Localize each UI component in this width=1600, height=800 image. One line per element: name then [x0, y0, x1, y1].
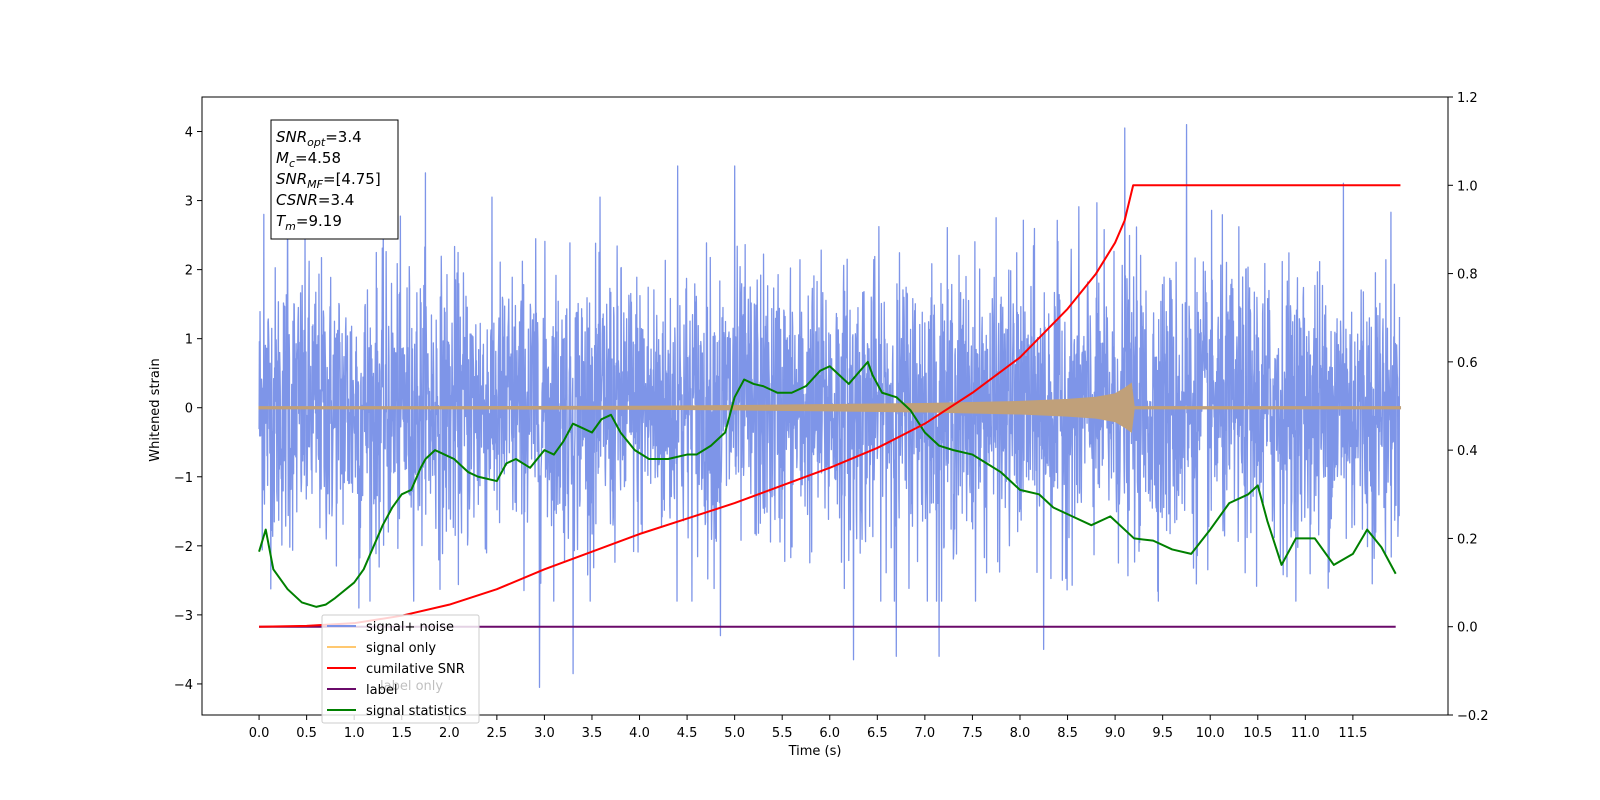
- x-tick-label: 10.0: [1196, 726, 1225, 741]
- info-box-line: SNRMF=[4.75]: [276, 170, 381, 191]
- x-tick-label: 5.0: [724, 726, 745, 741]
- x-tick-label: 2.5: [487, 726, 508, 741]
- x-tick-label: 9.5: [1152, 726, 1173, 741]
- y-tick-label: 1: [185, 333, 193, 348]
- x-tick-label: 4.0: [629, 726, 650, 741]
- x-tick-label: 6.0: [819, 726, 840, 741]
- y2-tick-label: 1.0: [1457, 179, 1478, 194]
- y-tick-label: 4: [185, 126, 193, 141]
- x-tick-label: 1.5: [391, 726, 412, 741]
- legend-entry-label: signal+ noise: [366, 620, 454, 635]
- y2-tick-label: 0.8: [1457, 268, 1478, 283]
- x-tick-label: 7.0: [915, 726, 936, 741]
- y-tick-label: 0: [185, 402, 193, 417]
- x-tick-label: 6.5: [867, 726, 888, 741]
- x-tick-label: 2.0: [439, 726, 460, 741]
- legend-hidden-text: label only: [380, 679, 443, 694]
- legend-entry-label: cumilative SNR: [366, 662, 465, 677]
- x-tick-label: 9.0: [1105, 726, 1126, 741]
- x-tick-label: 8.0: [1010, 726, 1031, 741]
- info-box-line: Tm=9.19: [276, 212, 342, 233]
- series-signal-only-envelope: [258, 382, 1402, 433]
- x-tick-label: 0.0: [249, 726, 270, 741]
- x-tick-label: 8.5: [1057, 726, 1078, 741]
- info-box-line: Mc=4.58: [276, 149, 341, 170]
- y2-tick-label: 0.0: [1457, 621, 1478, 636]
- x-tick-label: 11.0: [1291, 726, 1320, 741]
- y-tick-label: −2: [174, 540, 193, 555]
- legend-entry-label: signal statistics: [366, 704, 467, 719]
- y2-tick-label: 0.6: [1457, 356, 1478, 371]
- x-tick-label: 7.5: [962, 726, 983, 741]
- x-tick-label: 1.0: [344, 726, 365, 741]
- y-tick-label: −4: [174, 678, 193, 693]
- y-tick-label: 2: [185, 264, 193, 279]
- x-tick-label: 5.5: [772, 726, 793, 741]
- plot-frame: [201, 96, 1449, 716]
- y2-tick-label: −0.2: [1457, 709, 1489, 724]
- x-tick-label: 0.5: [296, 726, 317, 741]
- y-tick-label: −3: [174, 609, 193, 624]
- x-tick-label: 3.0: [534, 726, 555, 741]
- y2-tick-label: 0.2: [1457, 532, 1478, 547]
- y2-tick-label: 1.2: [1457, 91, 1478, 106]
- y2-tick-label: 0.4: [1457, 444, 1478, 459]
- info-box-line: SNRopt=3.4: [276, 128, 362, 149]
- series-cumulative-snr-line: [259, 184, 1401, 628]
- x-tick-label: 3.5: [582, 726, 603, 741]
- y-tick-label: −1: [174, 471, 193, 486]
- y-axis-label: Whitened strain: [148, 358, 163, 461]
- legend-entry-label: signal only: [366, 641, 436, 656]
- series-signal-noise-line: [258, 123, 1401, 689]
- info-box: [270, 119, 399, 240]
- series-signal-statistics-line: [258, 360, 1397, 608]
- x-axis-label: Time (s): [788, 744, 842, 759]
- x-tick-label: 11.5: [1338, 726, 1367, 741]
- info-box-line: CSNR=3.4: [276, 191, 354, 209]
- x-tick-label: 4.5: [677, 726, 698, 741]
- legend-entry-label: label: [366, 683, 397, 698]
- y-tick-label: 3: [185, 195, 193, 210]
- legend-box: [321, 614, 480, 724]
- x-tick-label: 10.5: [1243, 726, 1272, 741]
